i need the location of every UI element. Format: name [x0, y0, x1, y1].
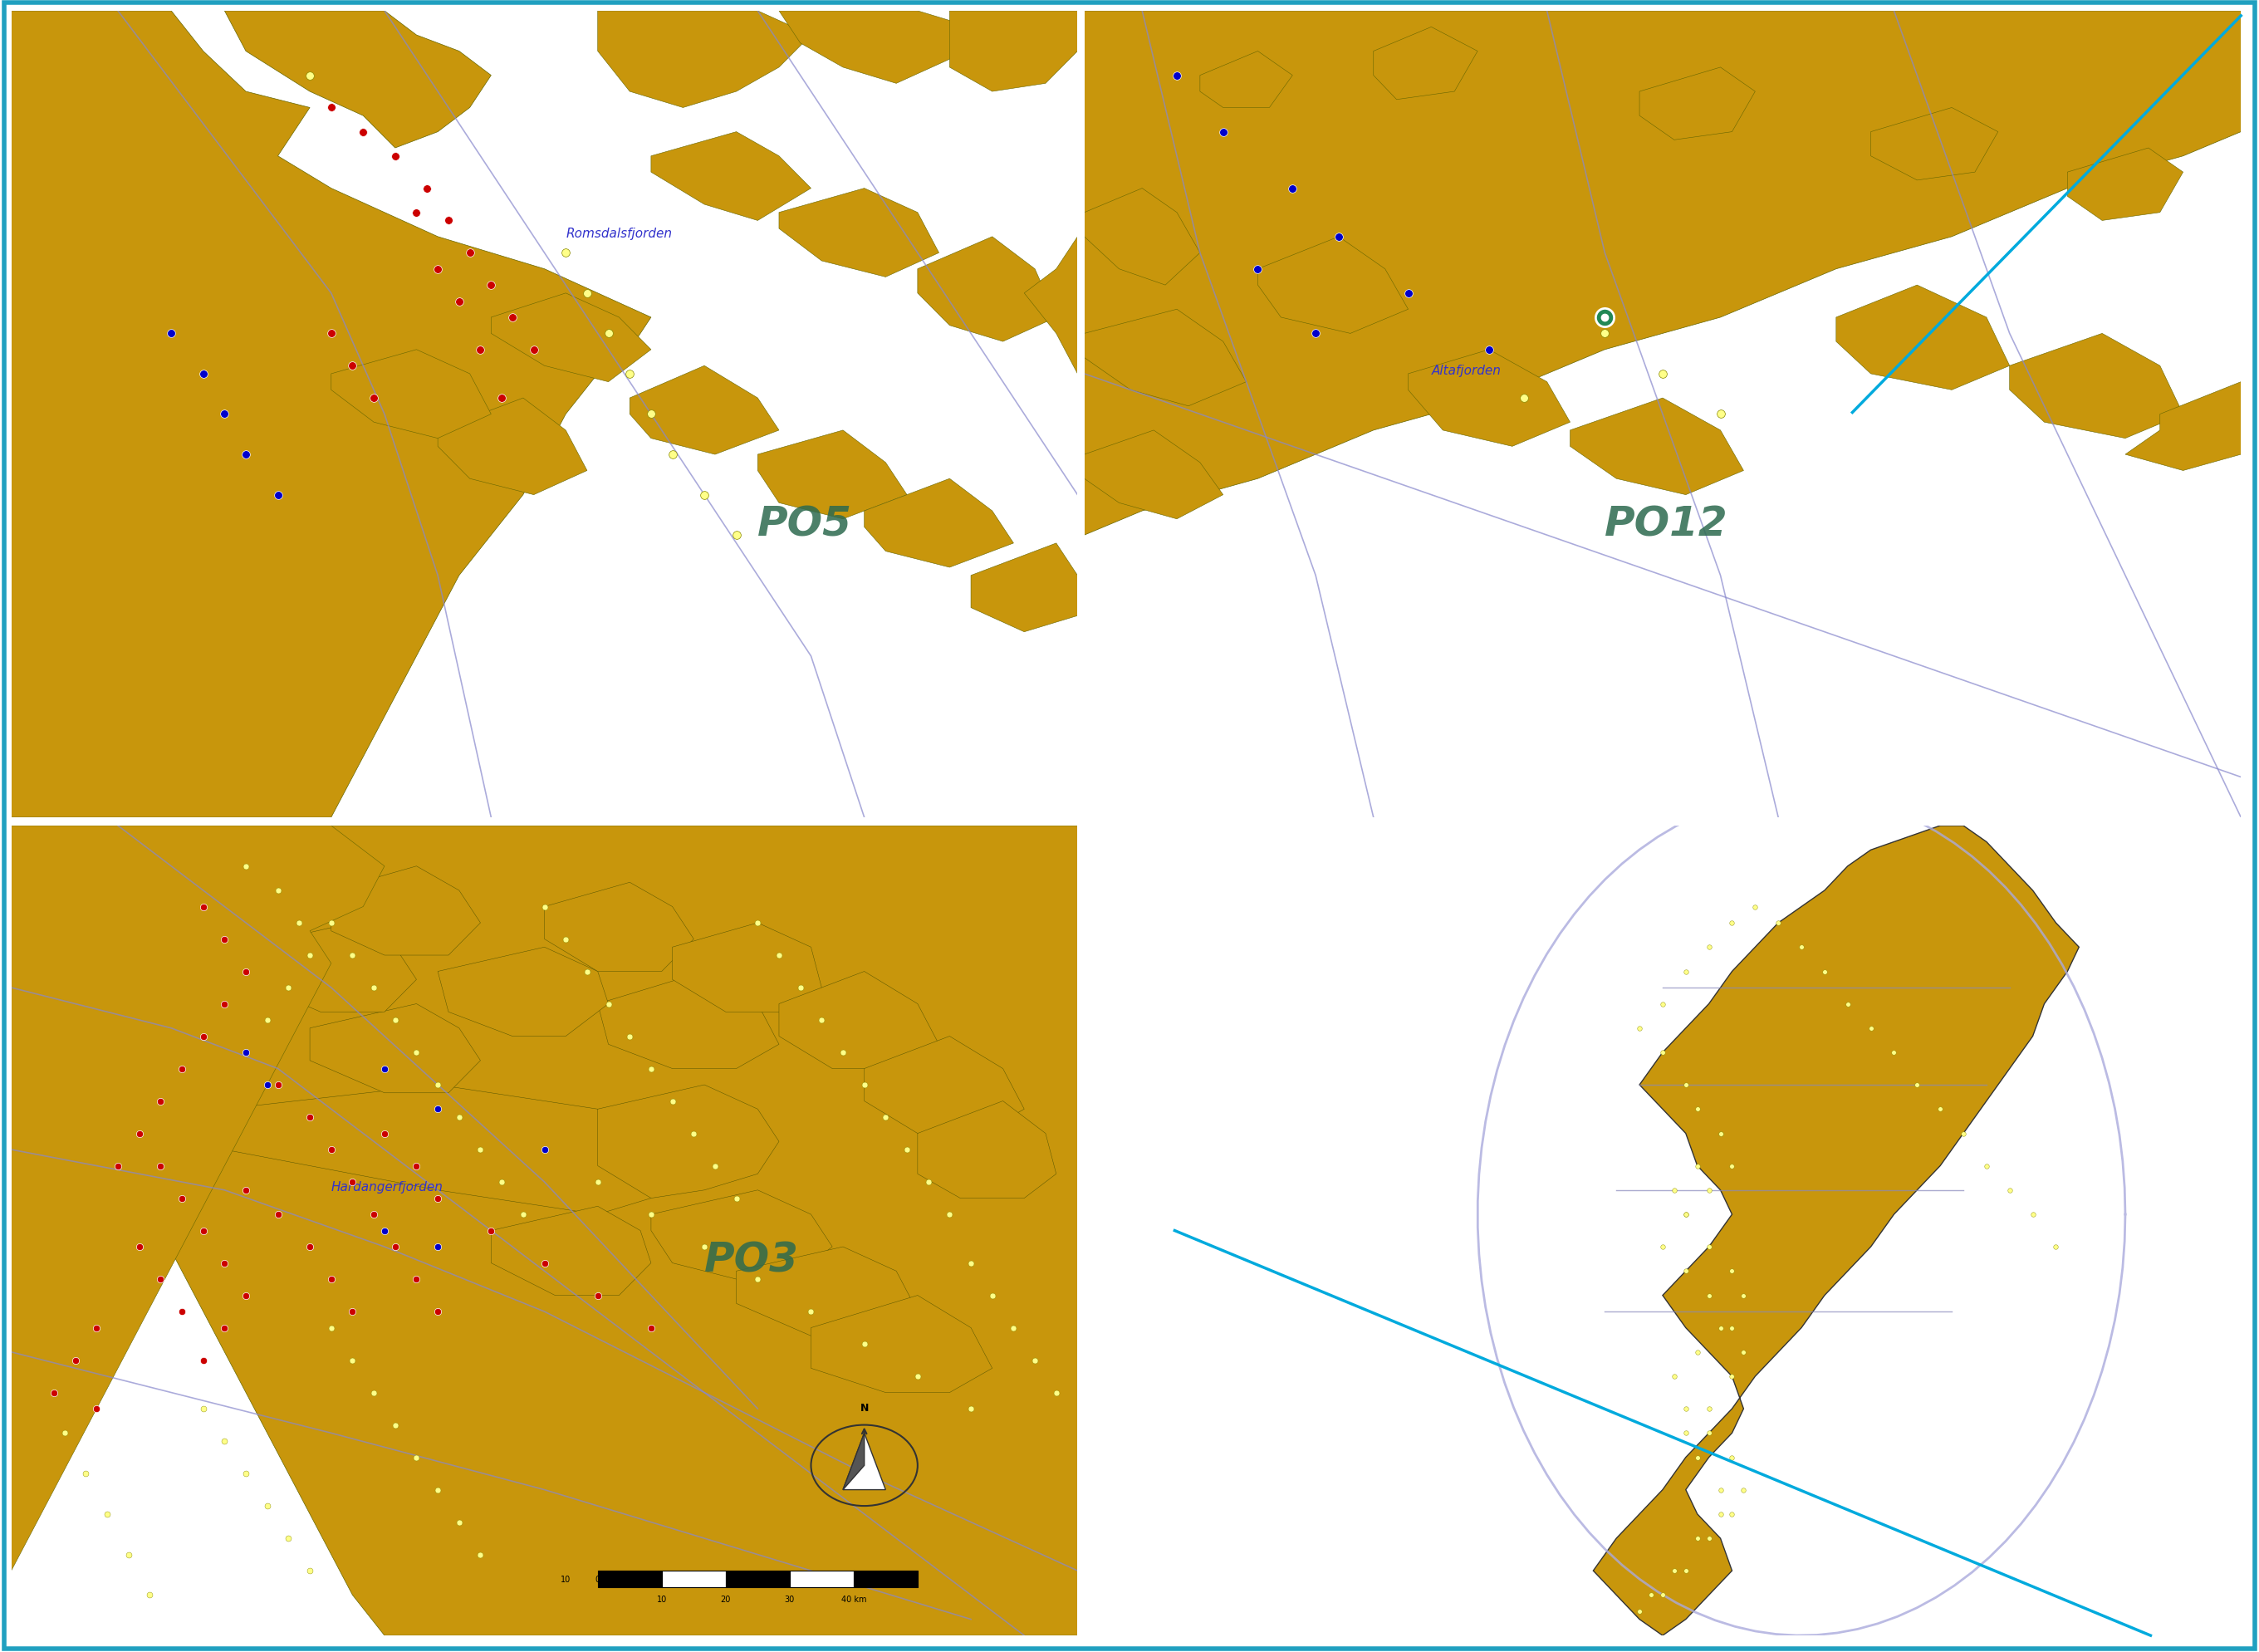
- Polygon shape: [490, 1206, 651, 1295]
- Polygon shape: [599, 1085, 779, 1198]
- Text: Hardangerfjorden: Hardangerfjorden: [332, 1180, 443, 1193]
- Text: 20: 20: [721, 1594, 732, 1602]
- Polygon shape: [917, 1102, 1057, 1198]
- Polygon shape: [1837, 286, 2011, 390]
- Polygon shape: [651, 132, 811, 221]
- Polygon shape: [865, 479, 1014, 568]
- Bar: [791, 1571, 854, 1588]
- Text: 0: 0: [594, 1574, 601, 1583]
- Polygon shape: [224, 12, 490, 149]
- Text: Romsdalsfjorden: Romsdalsfjorden: [565, 228, 671, 240]
- Polygon shape: [949, 12, 1078, 93]
- Polygon shape: [779, 971, 940, 1069]
- Polygon shape: [651, 1189, 831, 1279]
- Text: PO3: PO3: [705, 1239, 800, 1280]
- Polygon shape: [865, 1036, 1023, 1133]
- Bar: [725, 1571, 791, 1588]
- Text: PO12: PO12: [1604, 504, 1728, 544]
- Polygon shape: [332, 350, 490, 439]
- Polygon shape: [2067, 149, 2182, 221]
- Polygon shape: [599, 12, 811, 109]
- Polygon shape: [1870, 109, 1997, 180]
- Bar: [854, 1571, 917, 1588]
- Polygon shape: [1023, 238, 1078, 375]
- Polygon shape: [757, 431, 906, 519]
- Polygon shape: [971, 544, 1078, 633]
- Text: Altafjorden: Altafjorden: [1432, 365, 1500, 377]
- Polygon shape: [1084, 12, 2241, 535]
- Polygon shape: [1570, 398, 1744, 496]
- Polygon shape: [438, 948, 608, 1036]
- Polygon shape: [1640, 68, 1755, 140]
- Text: PO5: PO5: [757, 504, 852, 544]
- Polygon shape: [1258, 238, 1407, 334]
- Polygon shape: [203, 1085, 673, 1214]
- Polygon shape: [1084, 431, 1222, 519]
- Polygon shape: [843, 1434, 865, 1490]
- Bar: [662, 1571, 725, 1588]
- Text: 10: 10: [560, 1574, 572, 1583]
- Polygon shape: [246, 923, 416, 1013]
- Text: 30: 30: [784, 1594, 795, 1602]
- Polygon shape: [2011, 334, 2182, 439]
- Polygon shape: [11, 826, 384, 1571]
- Polygon shape: [490, 294, 651, 382]
- Polygon shape: [1407, 350, 1570, 448]
- Polygon shape: [917, 238, 1057, 342]
- Polygon shape: [1084, 311, 1247, 406]
- Polygon shape: [11, 12, 651, 818]
- Polygon shape: [332, 866, 481, 955]
- Polygon shape: [1593, 826, 2078, 1635]
- Polygon shape: [1084, 188, 1200, 286]
- Text: 40 km: 40 km: [840, 1594, 865, 1602]
- Polygon shape: [1373, 28, 1477, 101]
- Text: N: N: [861, 1403, 870, 1412]
- Polygon shape: [309, 1004, 481, 1094]
- Polygon shape: [438, 398, 587, 496]
- Polygon shape: [736, 1247, 917, 1336]
- Polygon shape: [544, 882, 694, 971]
- Bar: [599, 1571, 662, 1588]
- Polygon shape: [843, 1434, 886, 1490]
- Text: 10: 10: [657, 1594, 666, 1602]
- Polygon shape: [630, 367, 779, 454]
- Polygon shape: [673, 923, 822, 1013]
- Polygon shape: [779, 188, 940, 278]
- Polygon shape: [779, 12, 971, 84]
- Polygon shape: [2126, 382, 2241, 471]
- Polygon shape: [599, 971, 779, 1069]
- Polygon shape: [1200, 51, 1292, 109]
- Polygon shape: [811, 1295, 992, 1393]
- Polygon shape: [11, 826, 1078, 1635]
